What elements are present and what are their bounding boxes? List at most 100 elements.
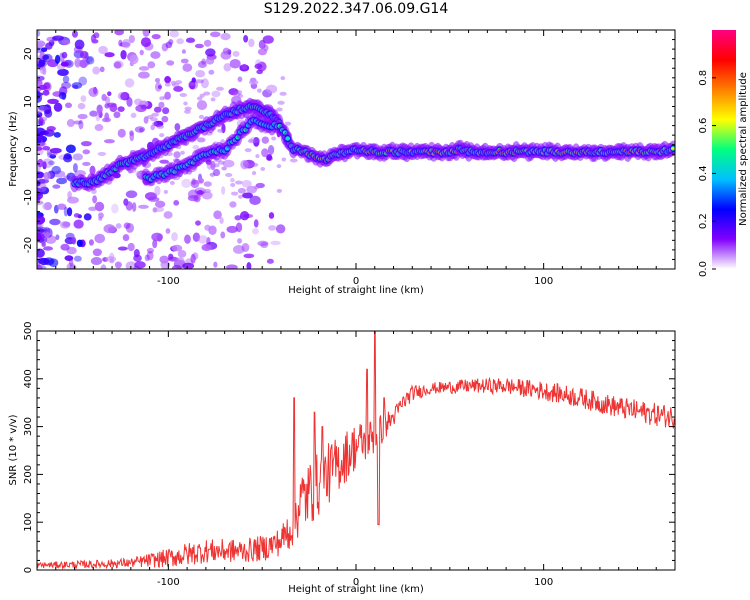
heatmap-cell <box>53 132 61 138</box>
heatmap-cell <box>54 54 61 64</box>
heatmap-cell <box>133 254 142 262</box>
heatmap-cell <box>37 200 44 206</box>
heatmap-cell <box>73 213 80 218</box>
heatmap-cell <box>66 262 76 269</box>
heatmap-cell <box>117 106 125 112</box>
heatmap-cell <box>124 78 135 88</box>
heatmap-cell <box>235 222 243 233</box>
heatmap-cell <box>48 160 55 166</box>
heatmap-cell <box>194 179 203 184</box>
heatmap-cell <box>237 76 243 83</box>
heatmap-cell <box>270 240 281 246</box>
heatmap-cell <box>37 75 45 82</box>
heatmap-cell <box>111 203 119 214</box>
heatmap-cell <box>47 98 59 104</box>
heatmap-cell <box>88 206 98 212</box>
heatmap-cell <box>243 34 249 43</box>
heatmap-cell <box>53 170 66 178</box>
heatmap-cell <box>275 224 286 234</box>
heatmap-cell <box>261 148 269 158</box>
heatmap-cell <box>37 76 40 85</box>
heatmap-cell <box>89 110 98 117</box>
snr-x-tick-label: 100 <box>534 577 553 588</box>
heatmap-cell <box>187 189 200 199</box>
heatmap-cell <box>168 39 174 45</box>
heatmap-cell <box>88 239 94 246</box>
heatmap-cell <box>72 162 78 173</box>
heatmap-cell <box>161 115 169 123</box>
heatmap-cell <box>37 79 42 85</box>
heatmap-cell <box>212 168 221 177</box>
snr-y-tick-label: 400 <box>23 369 34 388</box>
heatmap-cell <box>128 34 135 44</box>
spectrogram-x-tick-label: 0 <box>353 276 359 287</box>
heatmap-cell <box>83 213 92 221</box>
heatmap-cell <box>154 185 161 196</box>
heatmap-cell <box>171 83 180 88</box>
heatmap-cell <box>117 128 126 138</box>
heatmap-cell <box>37 178 50 184</box>
heatmap-cell <box>150 51 161 59</box>
heatmap-cell <box>203 91 211 96</box>
heatmap-cell <box>248 79 259 85</box>
heatmap-ridge-cell <box>671 147 675 150</box>
heatmap-cell <box>96 104 103 114</box>
heatmap-cell <box>257 88 262 93</box>
heatmap-cell <box>241 243 250 252</box>
heatmap-cell <box>248 38 255 48</box>
heatmap-cell <box>197 60 207 69</box>
heatmap-cell <box>125 190 138 199</box>
snr-y-tick-label: 0 <box>23 567 34 573</box>
heatmap-cell <box>78 119 84 130</box>
heatmap-cell <box>184 234 191 244</box>
heatmap-cell <box>77 113 88 120</box>
snr-y-axis-title: SNR (10 * v/v) <box>8 414 19 485</box>
heatmap-cell <box>43 171 51 181</box>
heatmap-cell <box>65 102 73 109</box>
heatmap-cell <box>234 215 242 221</box>
heatmap-cell <box>152 121 158 126</box>
colorbar-tick-label: 0.0 <box>698 261 709 277</box>
heatmap-cell <box>230 177 235 183</box>
snr-y-tick-label: 100 <box>23 513 34 532</box>
heatmap-cell <box>68 257 74 267</box>
heatmap-cell <box>154 77 161 83</box>
heatmap-cell <box>242 192 254 199</box>
heatmap-cell <box>150 124 156 131</box>
heatmap-cell <box>159 255 169 264</box>
heatmap-cell <box>209 31 221 38</box>
heatmap-cell <box>182 262 195 269</box>
heatmap-cell <box>260 167 266 172</box>
heatmap-cell <box>61 81 72 89</box>
heatmap-cell <box>268 225 277 231</box>
heatmap-cell <box>51 165 62 175</box>
heatmap-cell <box>195 69 206 78</box>
heatmap-cell <box>38 116 48 122</box>
heatmap-cell <box>199 93 205 98</box>
heatmap-cell <box>265 155 273 162</box>
heatmap-cell <box>63 154 73 163</box>
heatmap-cell <box>97 151 107 156</box>
heatmap-cell <box>157 85 162 90</box>
heatmap-cell <box>123 222 131 229</box>
heatmap-cell <box>42 246 54 251</box>
heatmap-cell <box>284 121 292 126</box>
heatmap-cell <box>201 191 213 200</box>
heatmap-cell <box>73 219 84 229</box>
colorbar-scale <box>712 30 736 269</box>
heatmap-cell <box>109 252 115 261</box>
heatmap-cell <box>153 106 162 113</box>
heatmap-cell <box>201 243 212 252</box>
heatmap-cell <box>126 97 133 107</box>
heatmap-cell <box>113 111 121 119</box>
spectrogram-y-axis-title: Frequency (Hz) <box>8 111 19 187</box>
spectrogram-y-tick-label: 10 <box>23 95 34 108</box>
heatmap-cell <box>173 85 184 92</box>
heatmap-cell <box>65 144 76 154</box>
heatmap-cell <box>67 191 72 199</box>
heatmap-cell <box>94 124 104 132</box>
heatmap-cell <box>252 228 260 235</box>
heatmap-cell <box>42 54 50 60</box>
heatmap-cell <box>217 160 225 165</box>
heatmap-cell <box>37 215 46 225</box>
